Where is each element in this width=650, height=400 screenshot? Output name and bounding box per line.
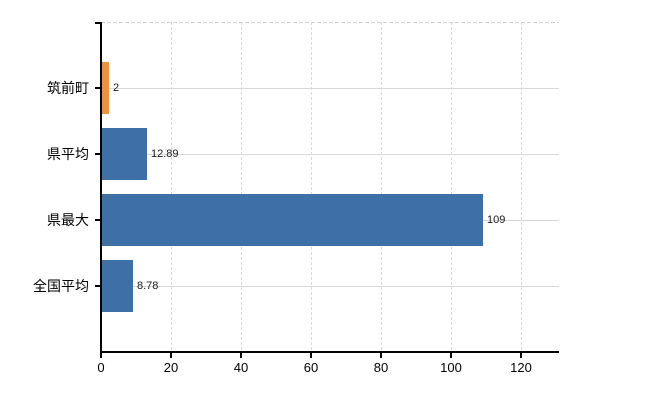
y-axis-tick bbox=[95, 219, 101, 221]
gridline-horizontal bbox=[101, 286, 559, 287]
bar bbox=[102, 194, 483, 246]
x-axis-tick bbox=[450, 352, 452, 358]
y-axis-tick bbox=[95, 285, 101, 287]
category-label: 全国平均 bbox=[33, 278, 89, 294]
x-axis-tick bbox=[380, 352, 382, 358]
x-tick-label: 120 bbox=[510, 360, 532, 375]
bar-value-label: 109 bbox=[487, 214, 506, 226]
y-axis-tick bbox=[95, 153, 101, 155]
gridline-vertical bbox=[171, 22, 172, 352]
gridline-vertical bbox=[241, 22, 242, 352]
bar bbox=[102, 260, 133, 312]
category-label: 筑前町 bbox=[47, 80, 89, 96]
gridline-horizontal bbox=[101, 88, 559, 89]
bar-value-label: 2 bbox=[113, 82, 120, 94]
gridline-vertical bbox=[311, 22, 312, 352]
x-tick-label: 100 bbox=[440, 360, 462, 375]
category-label: 県最大 bbox=[47, 212, 89, 228]
bar-value-label: 12.89 bbox=[151, 148, 179, 160]
y-axis-line bbox=[100, 22, 102, 358]
gridline-horizontal bbox=[101, 154, 559, 155]
x-axis-tick bbox=[310, 352, 312, 358]
x-axis-tick bbox=[100, 352, 102, 358]
x-tick-label: 40 bbox=[233, 360, 249, 375]
category-label: 県平均 bbox=[47, 146, 89, 162]
bar bbox=[102, 128, 147, 180]
x-axis-line bbox=[100, 351, 559, 353]
y-axis-tick bbox=[95, 87, 101, 89]
x-tick-label: 0 bbox=[97, 360, 105, 375]
gridline-vertical bbox=[381, 22, 382, 352]
plot-top-border bbox=[101, 22, 559, 23]
y-axis-end-tick bbox=[95, 22, 101, 24]
x-tick-label: 60 bbox=[303, 360, 319, 375]
x-axis-tick bbox=[240, 352, 242, 358]
x-tick-label: 20 bbox=[163, 360, 179, 375]
gridline-vertical bbox=[521, 22, 522, 352]
gridline-vertical bbox=[451, 22, 452, 352]
x-tick-label: 80 bbox=[373, 360, 389, 375]
bar-value-label: 8.78 bbox=[137, 280, 159, 292]
x-axis-tick bbox=[170, 352, 172, 358]
bar bbox=[102, 62, 109, 114]
x-axis-tick bbox=[520, 352, 522, 358]
